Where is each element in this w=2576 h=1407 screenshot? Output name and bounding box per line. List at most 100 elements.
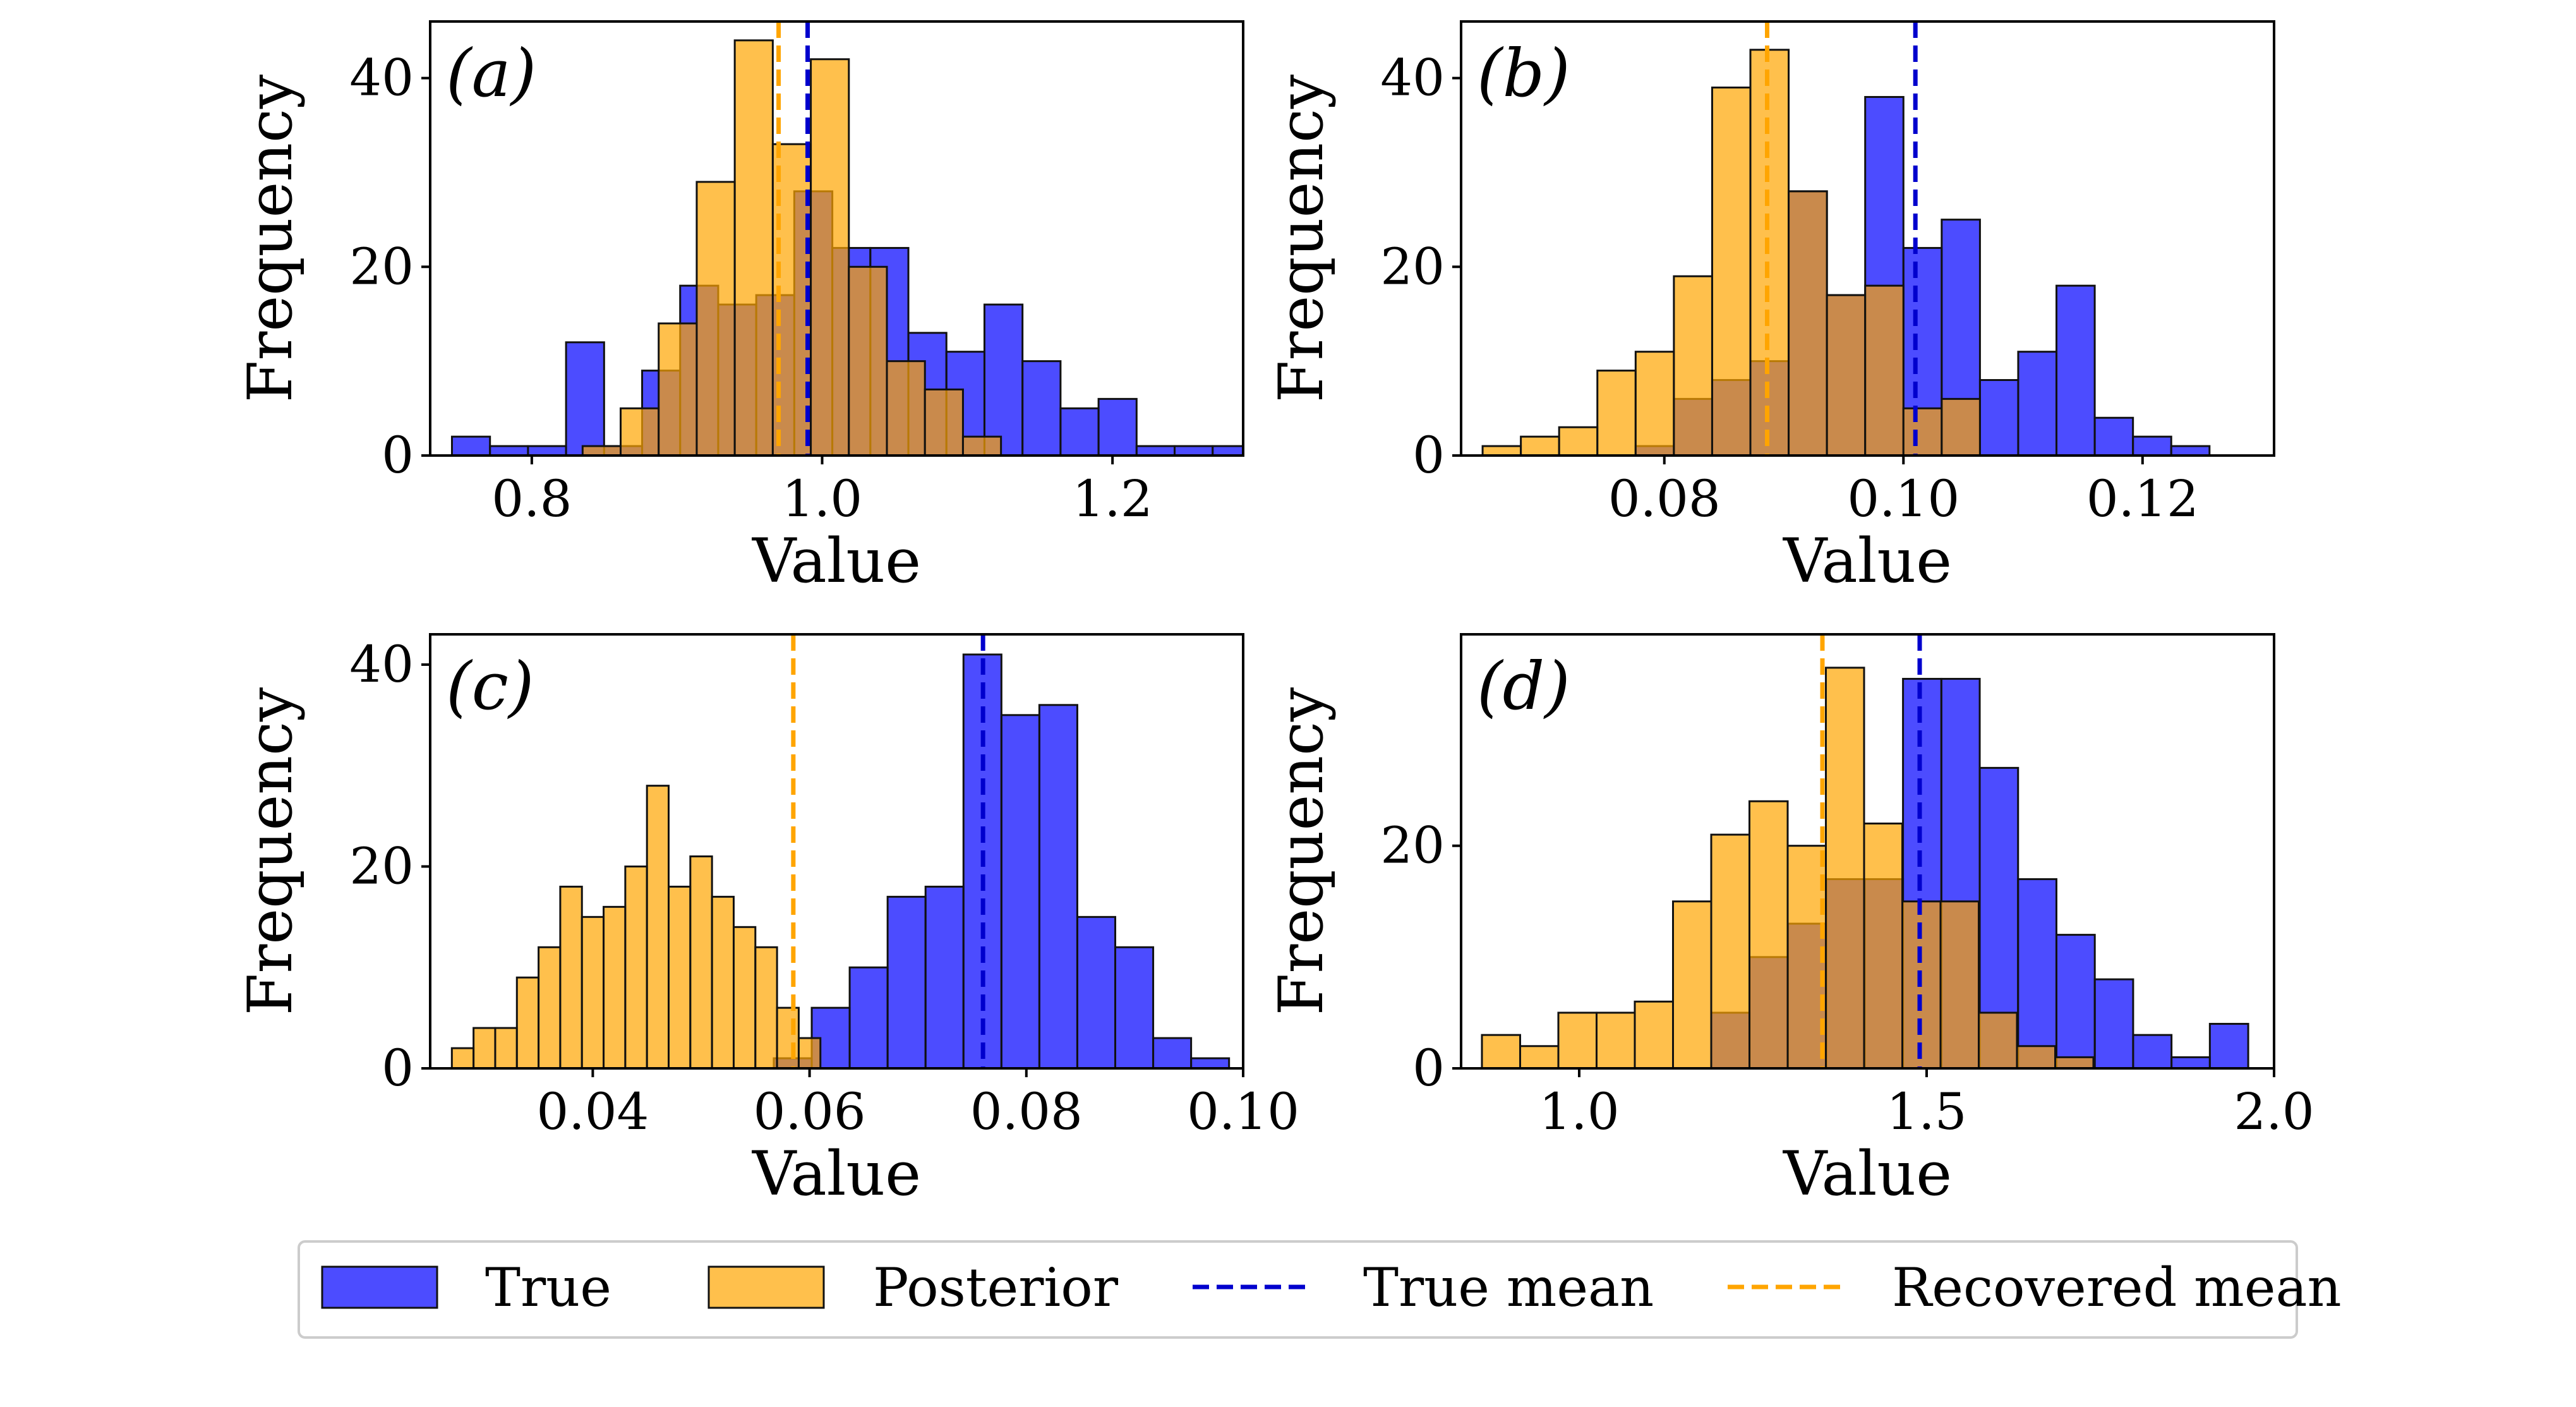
true-bar — [2017, 878, 2057, 1068]
posterior-bar — [2054, 1056, 2095, 1068]
true-legend-label: True — [485, 1257, 611, 1319]
panel-c: 0.04 0.06 0.08 0.10 0 20 40 Value Frequency (c) — [235, 633, 1299, 1209]
panel-label: (b) — [1477, 35, 1570, 112]
posterior-bar — [1558, 426, 1599, 456]
y-tick-label: 20 — [349, 237, 414, 296]
legend-box — [298, 1240, 2298, 1339]
x-axis-label: Value — [1783, 1138, 1952, 1209]
true-bar — [886, 895, 927, 1068]
posterior-bar — [581, 445, 622, 456]
y-tick-label: 20 — [1380, 816, 1445, 875]
y-axis-label: Frequency — [1266, 687, 1337, 1015]
y-tick-label: 0 — [382, 1039, 414, 1097]
posterior-bar — [961, 435, 1002, 456]
x-tick-label: 0.08 — [1608, 469, 1721, 528]
posterior-bar — [732, 926, 757, 1068]
true-bar — [1212, 445, 1243, 456]
posterior-bar — [754, 946, 778, 1068]
true-bar — [2170, 445, 2211, 456]
posterior-bar — [1826, 294, 1867, 456]
posterior-bar — [581, 915, 605, 1068]
axes-frame — [429, 633, 1244, 1070]
posterior-bar — [472, 1027, 497, 1068]
posterior-bar — [1634, 351, 1675, 456]
y-axis-label: Frequency — [235, 687, 306, 1015]
true-bar — [1135, 445, 1176, 456]
posterior-bar — [1864, 284, 1905, 456]
true-bar — [2132, 1034, 2173, 1068]
true-bar — [924, 885, 965, 1068]
x-tick-label: 1.0 — [782, 469, 862, 528]
x-axis-label: Value — [752, 526, 921, 596]
posterior-bar — [1481, 1034, 1521, 1068]
posterior-bar — [515, 976, 540, 1068]
x-axis-label: Value — [752, 1138, 921, 1209]
panel-a: 0.8 1.0 1.2 0 20 40 Value Frequency (a) — [235, 20, 1244, 596]
posterior-bar — [797, 1037, 822, 1068]
true-bar — [1097, 397, 1138, 456]
x-tick-label: 1.5 — [1886, 1082, 1966, 1141]
true_mean-legend-label: True mean — [1363, 1257, 1654, 1319]
posterior-bar — [1520, 435, 1560, 456]
x-tick-label: 1.2 — [1073, 469, 1153, 528]
y-tick-label: 40 — [349, 635, 414, 694]
true-bar — [2055, 934, 2096, 1068]
plot-area — [450, 21, 1243, 456]
true-bar — [1038, 704, 1078, 1068]
true-bar — [565, 341, 605, 456]
true-bar — [2093, 416, 2134, 456]
true-bar — [1000, 714, 1040, 1068]
axes-frame — [1460, 20, 2275, 457]
true-legend-swatch — [321, 1265, 438, 1309]
plot-area — [1481, 21, 2211, 456]
y-axis-label: Frequency — [1266, 75, 1337, 402]
posterior-bar — [559, 885, 583, 1068]
posterior-bar — [848, 265, 888, 456]
x-axis-label: Value — [1783, 526, 1952, 596]
posterior-bar — [1902, 407, 1943, 456]
panel-label: (d) — [1477, 648, 1570, 725]
legend: True Posterior True mean Recovered mean — [298, 1240, 2342, 1339]
x-tick-label: 0.12 — [2086, 469, 2199, 528]
posterior-bar — [1557, 1011, 1598, 1068]
x-tick-label: 0.10 — [1847, 469, 1959, 528]
axes-frame — [429, 20, 1244, 457]
x-tick-label: 0.08 — [970, 1082, 1083, 1141]
panel-label: (a) — [446, 35, 536, 112]
histogram-panels: 0.8 1.0 1.2 0 20 40 Value Frequency (a) 0.08 0.10 0… — [235, 20, 2314, 1209]
posterior-bar — [886, 360, 926, 456]
true-bar — [1021, 360, 1062, 456]
x-tick-label: 0.10 — [1187, 1082, 1299, 1141]
x-tick-label: 0.04 — [536, 1082, 649, 1141]
posterior-bar — [1941, 397, 1981, 456]
y-tick-label: 0 — [1412, 1039, 1445, 1097]
posterior-legend-label: Posterior — [873, 1257, 1119, 1319]
posterior-bar — [1863, 822, 1903, 1068]
posterior-bar — [1939, 900, 1980, 1068]
posterior-bar — [668, 885, 692, 1068]
panel-d: 1.0 1.5 2.0 0 20 Value Frequency (d) — [1266, 633, 2314, 1209]
x-tick-label: 1.0 — [1539, 1082, 1619, 1141]
posterior-bar — [1596, 370, 1637, 456]
true-bar — [1114, 946, 1155, 1068]
posterior-bar — [1788, 190, 1828, 456]
y-tick-label: 0 — [1412, 426, 1445, 485]
true-bar — [1059, 407, 1100, 456]
posterior-bar — [733, 39, 774, 456]
true-bar — [1190, 1057, 1231, 1068]
x-tick-label: 0.8 — [491, 469, 572, 528]
posterior-bar — [1786, 845, 1827, 1068]
panel-b: 0.08 0.10 0.12 0 20 40 Value Frequency (b) — [1266, 20, 2275, 596]
true-bar — [1978, 379, 2019, 456]
posterior-bar — [1596, 1011, 1636, 1068]
true-bar — [2055, 284, 2096, 456]
plot-area — [450, 634, 1231, 1068]
true-bar — [450, 435, 491, 456]
y-tick-label: 40 — [1380, 49, 1445, 107]
posterior-bar — [776, 1006, 800, 1068]
posterior-bar — [1748, 800, 1789, 1068]
posterior-bar — [1519, 1045, 1560, 1068]
true-bar — [2170, 1056, 2211, 1068]
y-tick-label: 20 — [349, 836, 414, 895]
